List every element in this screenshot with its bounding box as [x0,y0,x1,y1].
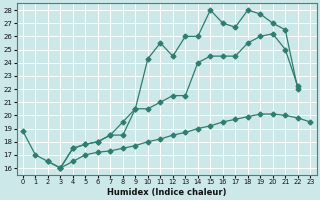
X-axis label: Humidex (Indice chaleur): Humidex (Indice chaleur) [107,188,226,197]
